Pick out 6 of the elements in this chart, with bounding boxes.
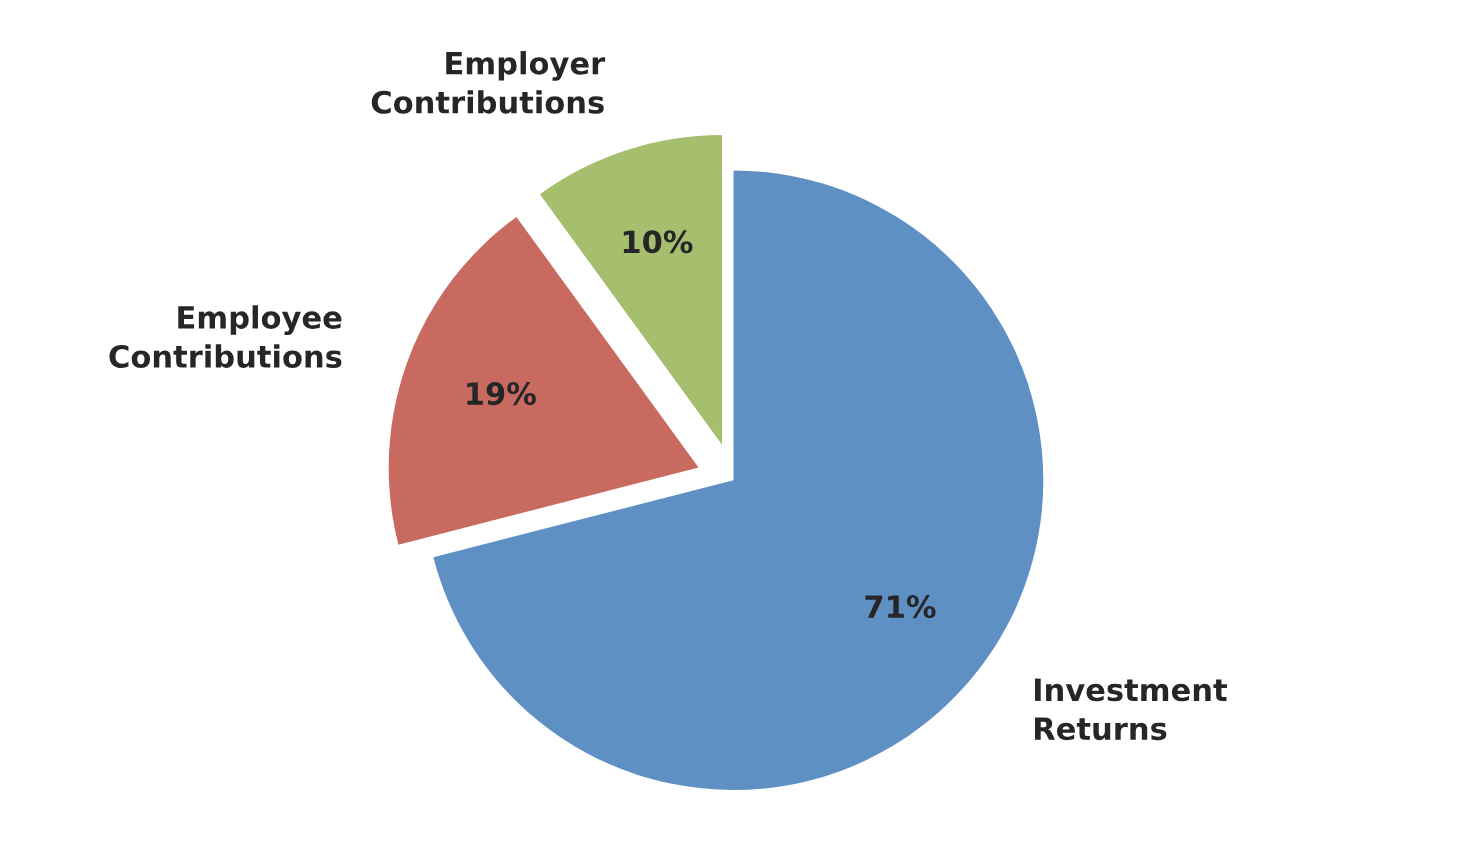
data-label: 19% <box>467 382 536 406</box>
slice-label: Employee Contributions <box>109 305 342 368</box>
slice-label: Employer Contributions <box>371 51 606 114</box>
data-label: 10% <box>623 230 693 254</box>
data-label: 71% <box>865 595 936 619</box>
slice-label: Investment Returns <box>1034 678 1227 741</box>
